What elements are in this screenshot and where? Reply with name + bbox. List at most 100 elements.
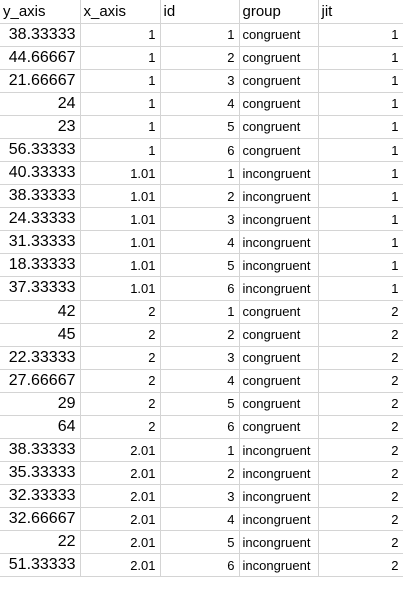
cell-jit[interactable]: 1 [318,230,403,255]
cell-y-axis[interactable]: 38.33333 [0,438,81,463]
cell-jit[interactable]: 2 [318,507,403,532]
cell-y-axis[interactable]: 32.66667 [0,507,81,532]
cell-y-axis[interactable]: 24.33333 [0,207,81,232]
cell-id[interactable]: 4 [160,369,240,393]
cell-id[interactable]: 5 [160,530,240,555]
cell-x-axis[interactable]: 1.01 [80,276,161,301]
cell-group[interactable]: congruent [239,300,319,324]
cell-id[interactable]: 6 [160,138,240,163]
cell-x-axis[interactable]: 1.01 [80,184,161,209]
cell-id[interactable]: 3 [160,207,240,232]
cell-id[interactable]: 4 [160,92,240,116]
cell-jit[interactable]: 1 [318,69,403,93]
cell-id[interactable]: 6 [160,276,240,301]
header-cell-x-axis[interactable]: x_axis [80,0,161,24]
cell-jit[interactable]: 2 [318,392,403,416]
cell-x-axis[interactable]: 1.01 [80,253,161,278]
cell-y-axis[interactable]: 22 [0,530,81,555]
cell-x-axis[interactable]: 2 [80,346,161,370]
cell-x-axis[interactable]: 2.01 [80,553,161,578]
cell-group[interactable]: congruent [239,415,319,439]
cell-group[interactable]: congruent [239,346,319,370]
cell-id[interactable]: 4 [160,507,240,532]
cell-jit[interactable]: 1 [318,115,403,139]
cell-group[interactable]: congruent [239,138,319,163]
cell-group[interactable]: incongruent [239,484,319,509]
cell-id[interactable]: 5 [160,115,240,139]
cell-y-axis[interactable]: 37.33333 [0,276,81,301]
cell-y-axis[interactable]: 35.33333 [0,461,81,486]
cell-jit[interactable]: 2 [318,484,403,509]
cell-group[interactable]: congruent [239,369,319,393]
cell-y-axis[interactable]: 32.33333 [0,484,81,509]
cell-y-axis[interactable]: 18.33333 [0,253,81,278]
cell-id[interactable]: 6 [160,553,240,578]
cell-x-axis[interactable]: 1 [80,69,161,93]
cell-x-axis[interactable]: 2 [80,392,161,416]
cell-y-axis[interactable]: 40.33333 [0,161,81,186]
cell-x-axis[interactable]: 2.01 [80,530,161,555]
cell-y-axis[interactable]: 42 [0,300,81,324]
cell-group[interactable]: incongruent [239,207,319,232]
cell-group[interactable]: incongruent [239,553,319,578]
cell-jit[interactable]: 1 [318,161,403,186]
cell-group[interactable]: incongruent [239,507,319,532]
cell-jit[interactable]: 1 [318,46,403,70]
cell-group[interactable]: congruent [239,46,319,70]
cell-x-axis[interactable]: 1 [80,138,161,163]
cell-id[interactable]: 5 [160,253,240,278]
cell-y-axis[interactable]: 38.33333 [0,23,81,47]
cell-id[interactable]: 3 [160,69,240,93]
cell-jit[interactable]: 1 [318,276,403,301]
cell-group[interactable]: incongruent [239,184,319,209]
header-cell-id[interactable]: id [160,0,240,24]
cell-id[interactable]: 5 [160,392,240,416]
cell-group[interactable]: congruent [239,323,319,347]
cell-jit[interactable]: 1 [318,138,403,163]
cell-y-axis[interactable]: 51.33333 [0,553,81,578]
cell-y-axis[interactable]: 21.66667 [0,69,81,93]
header-cell-y-axis[interactable]: y_axis [0,0,81,24]
cell-jit[interactable]: 2 [318,553,403,578]
cell-y-axis[interactable]: 64 [0,415,81,439]
cell-x-axis[interactable]: 1.01 [80,230,161,255]
cell-jit[interactable]: 1 [318,23,403,47]
cell-jit[interactable]: 2 [318,438,403,463]
cell-y-axis[interactable]: 23 [0,115,81,139]
cell-id[interactable]: 4 [160,230,240,255]
cell-x-axis[interactable]: 2.01 [80,507,161,532]
cell-group[interactable]: incongruent [239,276,319,301]
cell-y-axis[interactable]: 24 [0,92,81,116]
cell-jit[interactable]: 2 [318,300,403,324]
cell-group[interactable]: incongruent [239,230,319,255]
cell-id[interactable]: 2 [160,461,240,486]
cell-group[interactable]: congruent [239,392,319,416]
cell-group[interactable]: incongruent [239,161,319,186]
cell-id[interactable]: 2 [160,323,240,347]
cell-jit[interactable]: 2 [318,415,403,439]
cell-x-axis[interactable]: 1 [80,46,161,70]
cell-x-axis[interactable]: 2 [80,323,161,347]
cell-group[interactable]: congruent [239,115,319,139]
cell-id[interactable]: 1 [160,438,240,463]
cell-x-axis[interactable]: 2.01 [80,438,161,463]
cell-id[interactable]: 3 [160,484,240,509]
cell-id[interactable]: 1 [160,161,240,186]
header-cell-group[interactable]: group [239,0,319,24]
cell-id[interactable]: 2 [160,46,240,70]
cell-group[interactable]: incongruent [239,253,319,278]
cell-y-axis[interactable]: 31.33333 [0,230,81,255]
cell-id[interactable]: 2 [160,184,240,209]
cell-x-axis[interactable]: 2.01 [80,461,161,486]
cell-x-axis[interactable]: 1 [80,92,161,116]
cell-jit[interactable]: 2 [318,323,403,347]
cell-group[interactable]: incongruent [239,461,319,486]
cell-id[interactable]: 3 [160,346,240,370]
cell-jit[interactable]: 2 [318,346,403,370]
cell-x-axis[interactable]: 1 [80,115,161,139]
cell-y-axis[interactable]: 56.33333 [0,138,81,163]
cell-x-axis[interactable]: 1.01 [80,161,161,186]
cell-y-axis[interactable]: 29 [0,392,81,416]
cell-id[interactable]: 6 [160,415,240,439]
cell-x-axis[interactable]: 1.01 [80,207,161,232]
